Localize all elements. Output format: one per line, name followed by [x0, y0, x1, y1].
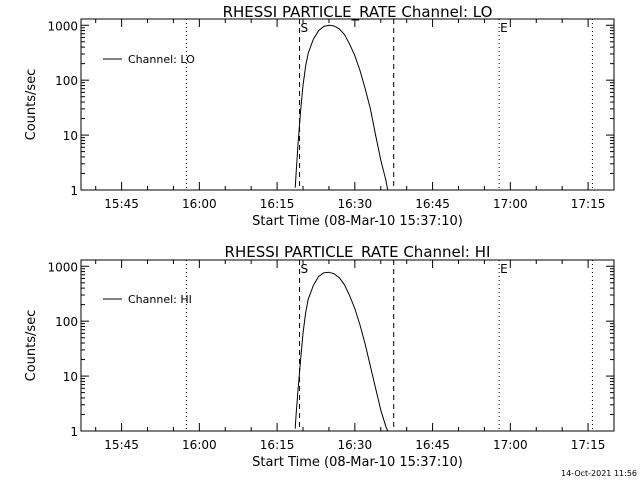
plot-frame	[80, 259, 615, 432]
chart-title: RHESSI PARTICLE_RATE Channel: LO	[223, 3, 493, 22]
x-tick-label: 15:45	[104, 197, 139, 211]
panel-hi: RHESSI PARTICLE_RATE Channel: HI Counts/s…	[24, 243, 615, 470]
y-tick-label: 1000	[47, 19, 78, 33]
marker-label-s: S	[301, 21, 309, 35]
x-tick-label: 17:15	[571, 438, 606, 452]
x-tick-label: 16:45	[415, 197, 450, 211]
y-tick-label: 1000	[47, 260, 78, 274]
x-tick-label: 17:00	[493, 438, 528, 452]
x-axis-label: Start Time (08-Mar-10 15:37:10)	[252, 455, 463, 470]
x-tick-label: 16:00	[182, 197, 217, 211]
panel-lo: RHESSI PARTICLE_RATE Channel: LO Counts/s…	[24, 3, 615, 229]
y-tick-label: 1	[70, 184, 78, 198]
y-axis-label: Counts/sec	[24, 310, 39, 382]
x-axis-label: Start Time (08-Mar-10 15:37:10)	[252, 214, 463, 229]
x-tick-label: 15:45	[104, 438, 139, 452]
marker-label-e: E	[500, 262, 508, 276]
x-tick-label: 16:15	[260, 197, 295, 211]
chart-title: RHESSI PARTICLE_RATE Channel: HI	[225, 243, 491, 262]
series-line	[294, 24, 389, 191]
x-tick-label: 16:30	[338, 438, 373, 452]
marker-label-s: S	[301, 262, 309, 276]
x-tick-label: 17:00	[493, 197, 528, 211]
y-tick-label: 100	[55, 74, 78, 88]
x-tick-label: 16:30	[338, 197, 373, 211]
y-axis-label: Counts/sec	[24, 69, 39, 141]
y-tick-label: 10	[63, 370, 78, 384]
legend-label: Channel: LO	[128, 53, 195, 66]
plot-frame	[80, 18, 615, 191]
legend-label: Channel: HI	[128, 293, 192, 306]
y-tick-label: 10	[63, 129, 78, 143]
x-tick-label: 16:00	[182, 438, 217, 452]
y-tick-label: 100	[55, 315, 78, 329]
x-tick-label: 16:15	[260, 438, 295, 452]
x-tick-label: 17:15	[571, 197, 606, 211]
footer-timestamp: 14-Oct-2021 11:56	[561, 469, 637, 478]
y-tick-label: 1	[70, 425, 78, 439]
x-tick-label: 16:45	[415, 438, 450, 452]
series-line	[294, 271, 389, 432]
marker-label-e: E	[500, 21, 508, 35]
